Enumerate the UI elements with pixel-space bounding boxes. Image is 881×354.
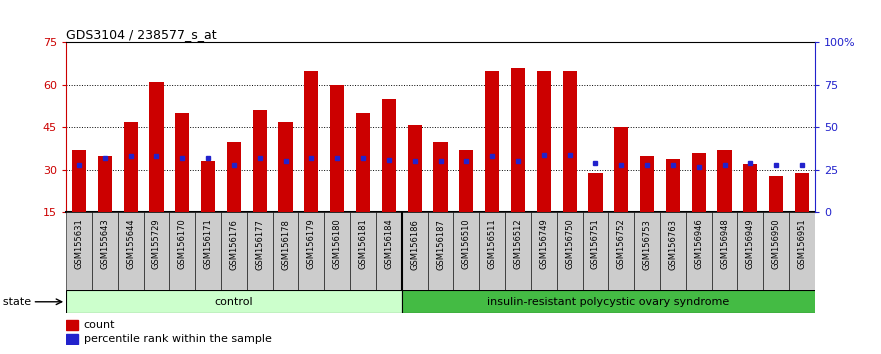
Bar	[614, 127, 628, 212]
Text: GSM156510: GSM156510	[462, 219, 470, 269]
Bar	[66, 290, 402, 313]
Bar	[226, 142, 241, 212]
Bar	[304, 71, 319, 212]
Text: insulin-resistant polycystic ovary syndrome: insulin-resistant polycystic ovary syndr…	[487, 297, 729, 307]
Text: GSM156751: GSM156751	[591, 219, 600, 269]
Bar	[98, 156, 112, 212]
Bar	[92, 212, 118, 290]
Bar	[72, 150, 86, 212]
Text: GDS3104 / 238577_s_at: GDS3104 / 238577_s_at	[66, 28, 217, 41]
Text: disease state: disease state	[0, 297, 31, 307]
Bar	[531, 212, 557, 290]
Text: GSM156184: GSM156184	[384, 219, 393, 269]
Bar	[150, 82, 164, 212]
Bar	[66, 320, 78, 330]
Text: GSM155631: GSM155631	[75, 219, 84, 269]
Bar	[196, 212, 221, 290]
Bar	[511, 68, 525, 212]
Bar	[459, 150, 473, 212]
Bar	[175, 113, 189, 212]
Bar	[634, 212, 660, 290]
Bar	[427, 212, 454, 290]
Bar	[537, 71, 551, 212]
Bar	[744, 164, 758, 212]
Bar	[221, 212, 247, 290]
Text: GSM155643: GSM155643	[100, 219, 109, 269]
Bar	[324, 212, 350, 290]
Text: GSM156187: GSM156187	[436, 219, 445, 269]
Text: GSM156186: GSM156186	[411, 219, 419, 269]
Bar	[402, 290, 828, 313]
Bar	[118, 212, 144, 290]
Bar	[666, 159, 680, 212]
Bar	[169, 212, 196, 290]
Bar	[123, 122, 137, 212]
Bar	[685, 212, 712, 290]
Bar	[272, 212, 299, 290]
Text: GSM156948: GSM156948	[720, 219, 729, 269]
Text: percentile rank within the sample: percentile rank within the sample	[84, 334, 271, 344]
Bar	[454, 212, 479, 290]
Text: GSM156753: GSM156753	[642, 219, 652, 269]
Bar	[201, 161, 215, 212]
Bar	[769, 176, 783, 212]
Text: GSM155729: GSM155729	[152, 219, 161, 269]
Text: GSM156179: GSM156179	[307, 219, 316, 269]
Text: GSM156171: GSM156171	[204, 219, 212, 269]
Text: GSM155644: GSM155644	[126, 219, 135, 269]
Text: GSM156180: GSM156180	[333, 219, 342, 269]
Bar	[376, 212, 402, 290]
Bar	[737, 212, 763, 290]
Text: GSM156511: GSM156511	[488, 219, 497, 269]
Text: GSM156950: GSM156950	[772, 219, 781, 269]
Bar	[433, 142, 448, 212]
Text: GSM156951: GSM156951	[797, 219, 806, 269]
Bar	[660, 212, 685, 290]
Bar	[582, 212, 609, 290]
Bar	[299, 212, 324, 290]
Bar	[557, 212, 582, 290]
Bar	[479, 212, 505, 290]
Bar	[692, 153, 706, 212]
Text: GSM156949: GSM156949	[746, 219, 755, 269]
Text: control: control	[215, 297, 253, 307]
Text: GSM156752: GSM156752	[617, 219, 626, 269]
Text: GSM156170: GSM156170	[178, 219, 187, 269]
Bar	[350, 212, 376, 290]
Bar	[562, 71, 577, 212]
Bar	[66, 212, 92, 290]
Bar	[253, 110, 267, 212]
Text: count: count	[84, 320, 115, 330]
Text: GSM156178: GSM156178	[281, 219, 290, 269]
Bar	[717, 150, 731, 212]
Bar	[408, 125, 422, 212]
Bar	[66, 334, 78, 344]
Bar	[712, 212, 737, 290]
Text: GSM156181: GSM156181	[359, 219, 367, 269]
Bar	[402, 212, 427, 290]
Bar	[795, 173, 809, 212]
Bar	[763, 212, 789, 290]
Text: GSM156512: GSM156512	[514, 219, 522, 269]
Text: GSM156763: GSM156763	[669, 219, 677, 270]
Text: GSM156946: GSM156946	[694, 219, 703, 269]
Text: GSM156750: GSM156750	[565, 219, 574, 269]
Text: GSM156176: GSM156176	[229, 219, 239, 269]
Bar	[589, 173, 603, 212]
Bar	[247, 212, 272, 290]
Bar	[356, 113, 370, 212]
Bar	[330, 85, 344, 212]
Bar	[381, 99, 396, 212]
Bar	[609, 212, 634, 290]
Bar	[485, 71, 500, 212]
Bar	[278, 122, 292, 212]
Bar	[144, 212, 169, 290]
Bar	[789, 212, 815, 290]
Text: GSM156177: GSM156177	[255, 219, 264, 269]
Bar	[640, 156, 655, 212]
Text: GSM156749: GSM156749	[539, 219, 548, 269]
Bar	[505, 212, 531, 290]
